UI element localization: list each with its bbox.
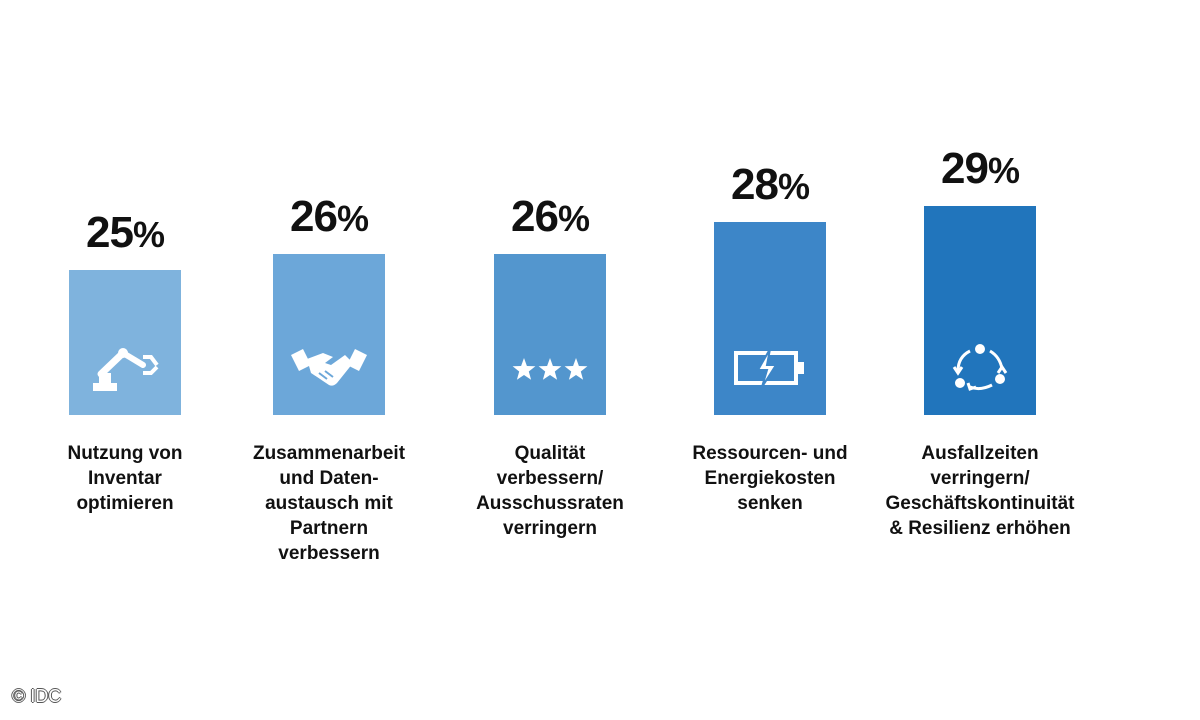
value-label-4: 28% xyxy=(731,160,810,209)
category-label-4: Ressourcen- und Energiekosten senken xyxy=(692,443,848,514)
battery-charging-icon xyxy=(730,343,810,393)
bar-5 xyxy=(924,206,1036,415)
value-label-5: 29% xyxy=(941,144,1020,193)
three-stars-icon xyxy=(510,343,590,393)
bar-3 xyxy=(494,254,606,415)
bar-1 xyxy=(69,270,181,415)
cycle-arrows-icon xyxy=(940,343,1020,393)
value-label-1: 25% xyxy=(86,208,165,257)
value-label-2: 26% xyxy=(290,192,369,241)
category-label-2: Zusammenarbeit und Daten- austausch mit … xyxy=(252,443,406,564)
category-label-5: Ausfallzeiten verringern/ Geschäftskonti… xyxy=(885,443,1075,539)
bar-2 xyxy=(273,254,385,415)
value-label-3: 26% xyxy=(511,192,590,241)
handshake-icon xyxy=(289,343,369,393)
robot-arm-icon xyxy=(85,343,165,393)
copyright-notice: © IDC xyxy=(12,686,62,706)
category-label-3: Qualität verbessern/ Ausschussraten verr… xyxy=(476,443,624,539)
category-label-1: Nutzung von Inventar optimieren xyxy=(67,443,183,514)
